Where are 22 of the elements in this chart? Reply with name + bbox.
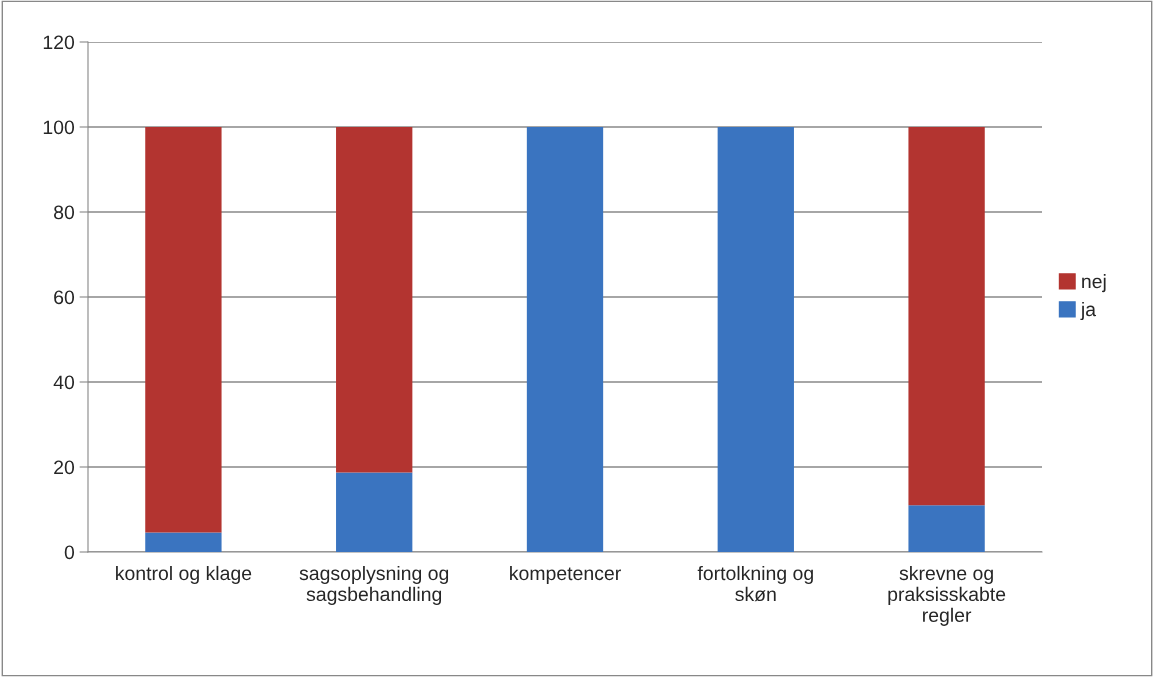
bar	[145, 532, 222, 552]
y-tick-label: 0	[64, 545, 75, 560]
bar	[145, 127, 222, 533]
y-tick-label: 20	[54, 460, 75, 475]
bar	[717, 127, 794, 552]
bar	[526, 127, 604, 552]
bar	[908, 505, 985, 552]
x-tick-label: fortolkning og skøn	[697, 565, 813, 602]
legend-label: nej	[1082, 274, 1106, 293]
bar	[336, 127, 413, 473]
bar	[908, 127, 985, 506]
y-tick-label: 60	[54, 290, 75, 305]
x-tick-label: kontrol og klage	[116, 565, 252, 585]
bar	[336, 472, 413, 552]
x-tick-label: sagsoplysning og sagsbehandling	[299, 565, 449, 605]
x-tick-label: kompetencer	[510, 565, 621, 585]
y-tick-label: 40	[53, 375, 75, 390]
x-tick-label: skrevne og praksisskabte regler	[888, 565, 1006, 626]
y-tick-label: 120	[43, 35, 75, 50]
y-tick-label: 100	[43, 120, 75, 135]
legend-label: ja	[1080, 301, 1097, 321]
y-tick-label: 80	[54, 205, 75, 220]
